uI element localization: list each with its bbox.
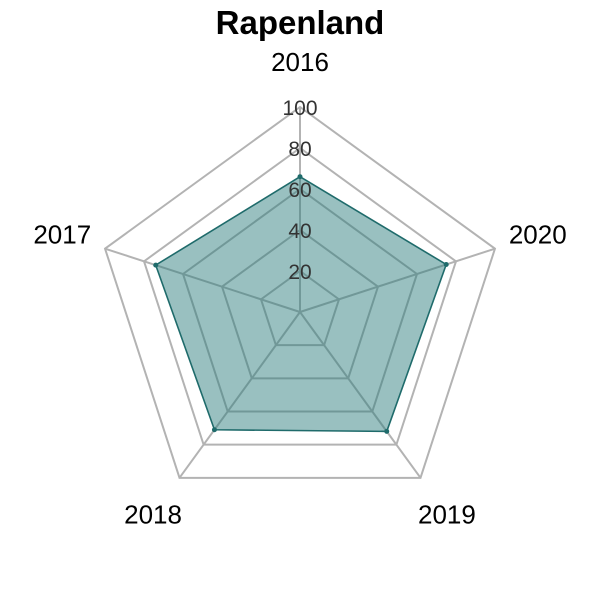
tick-label: 80 [288, 138, 311, 161]
chart-title: Rapenland [216, 4, 385, 41]
radial-tick-labels: 20 40 60 80 100 [282, 97, 317, 284]
axis-label-2017: 2017 [33, 220, 91, 250]
tick-label: 60 [288, 179, 311, 202]
grid-spoke-2017 [104, 247, 301, 313]
data-point-2017 [153, 262, 159, 268]
radar-series-layer [153, 174, 449, 434]
grid-spoke-2019 [299, 311, 422, 479]
grid-ring-40 [220, 228, 380, 380]
grid-ring-100 [103, 105, 497, 479]
data-point-2018 [211, 427, 217, 433]
tick-label: 40 [288, 220, 311, 243]
data-point-2019 [384, 428, 390, 434]
data-point-2020 [443, 261, 449, 267]
axis-label-2020: 2020 [509, 220, 567, 250]
grid-ring-60 [181, 187, 419, 413]
tick-label: 20 [288, 261, 311, 284]
grid-ring-20 [259, 269, 341, 347]
axis-label-2019: 2019 [418, 499, 476, 529]
radar-grid [103, 105, 497, 479]
axis-label-2018: 2018 [124, 499, 182, 529]
tick-label: 100 [282, 97, 317, 120]
grid-spoke-2018 [178, 311, 301, 479]
series-area [154, 175, 448, 433]
data-point-2016 [297, 174, 303, 180]
axis-labels: 2016 2017 2018 2019 2020 [33, 47, 566, 529]
grid-ring-80 [142, 146, 458, 446]
grid-spoke-2020 [299, 247, 496, 313]
axis-label-2016: 2016 [271, 47, 329, 77]
